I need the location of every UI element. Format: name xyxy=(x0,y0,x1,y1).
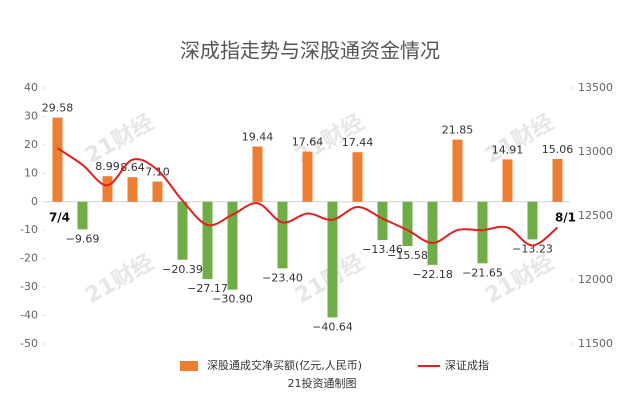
data-label: 29.58 xyxy=(42,102,74,115)
bar xyxy=(552,158,563,202)
bar xyxy=(177,201,188,260)
category-label: 8/1 xyxy=(555,211,576,225)
y-tick-label: -10 xyxy=(20,223,38,236)
chart-title: 深成指走势与深股通资金情况 xyxy=(180,39,440,63)
watermark: 21财经 xyxy=(81,249,159,309)
y2-tick-label: 12000 xyxy=(578,273,613,286)
bar xyxy=(427,201,438,265)
bar xyxy=(252,146,263,202)
data-label: 14.91 xyxy=(492,143,524,156)
data-label: −22.18 xyxy=(412,268,453,281)
y2-tick-label: 11500 xyxy=(578,337,613,350)
data-label: −9.69 xyxy=(66,232,100,245)
data-label: −15.58 xyxy=(387,249,428,262)
bar xyxy=(477,201,488,264)
bar xyxy=(402,201,413,247)
data-label: −20.39 xyxy=(162,263,203,276)
data-label: 17.64 xyxy=(292,136,324,149)
data-label: −13.46 xyxy=(362,243,403,256)
y-tick-label: 20 xyxy=(24,138,38,151)
data-label: 17.44 xyxy=(342,136,374,149)
data-label: 7.10 xyxy=(145,166,170,179)
data-label: −30.90 xyxy=(212,293,253,306)
data-label: −23.40 xyxy=(262,271,303,284)
bar xyxy=(502,159,513,202)
watermark: 21财经 xyxy=(481,109,559,169)
data-label: −40.64 xyxy=(312,320,353,333)
y2-tick-label: 13500 xyxy=(578,81,613,94)
data-label: −21.65 xyxy=(462,266,503,279)
bar xyxy=(202,201,213,280)
y-tick-label: -30 xyxy=(20,280,38,293)
bar xyxy=(377,201,388,241)
y-tick-label: -40 xyxy=(20,309,38,322)
data-label: 19.44 xyxy=(242,130,274,143)
data-label: −13.23 xyxy=(512,242,553,255)
y-tick-label: 0 xyxy=(31,195,38,208)
y-tick-label: -20 xyxy=(20,252,38,265)
y2-tick-label: 13000 xyxy=(578,145,613,158)
bar xyxy=(102,176,113,202)
bar xyxy=(327,201,338,318)
bar xyxy=(127,177,138,202)
data-label: 21.85 xyxy=(442,124,474,137)
y-tick-label: -50 xyxy=(20,337,38,350)
footer: 21投资通制图 xyxy=(288,376,357,390)
data-label: 8.99 xyxy=(95,160,120,173)
legend-label: 深证成指 xyxy=(445,358,489,372)
category-label: 7/4 xyxy=(49,211,70,225)
legend-label: 深股通成交净买额(亿元,人民币) xyxy=(207,358,362,372)
bar xyxy=(527,201,538,240)
bar xyxy=(277,201,288,269)
bar xyxy=(452,139,463,202)
line xyxy=(56,147,559,247)
bar xyxy=(152,181,163,202)
bar xyxy=(52,117,63,202)
y-tick-label: 40 xyxy=(24,81,38,94)
bar xyxy=(77,201,88,230)
y2-tick-label: 12500 xyxy=(578,209,613,222)
bar xyxy=(227,201,238,290)
y-tick-label: 30 xyxy=(24,109,38,122)
data-label: 15.06 xyxy=(542,143,574,156)
data-label: −27.17 xyxy=(187,282,228,295)
legend-swatch xyxy=(180,361,198,371)
bar xyxy=(302,151,313,202)
bar xyxy=(352,152,363,202)
y-tick-label: 10 xyxy=(24,166,38,179)
